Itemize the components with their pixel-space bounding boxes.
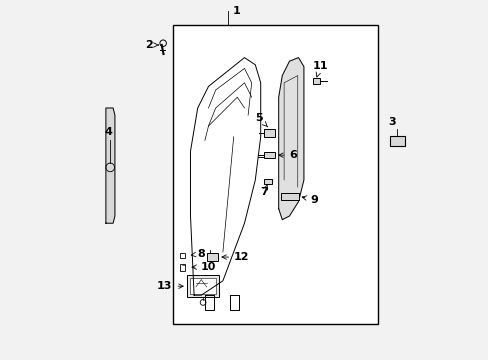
Text: 2: 2 bbox=[144, 40, 158, 50]
Bar bbox=[280, 193, 298, 200]
Polygon shape bbox=[106, 108, 115, 223]
Text: 7: 7 bbox=[260, 184, 267, 197]
Text: 8: 8 bbox=[191, 249, 205, 259]
Bar bbox=[206, 253, 218, 261]
Bar bbox=[312, 78, 320, 84]
Text: 10: 10 bbox=[192, 262, 216, 272]
Bar bbox=[172, 25, 377, 324]
Text: 5: 5 bbox=[255, 113, 267, 127]
Text: 12: 12 bbox=[222, 252, 249, 262]
Text: 11: 11 bbox=[312, 61, 328, 77]
Text: 13: 13 bbox=[157, 281, 183, 291]
Bar bbox=[264, 129, 275, 137]
Bar bbox=[264, 152, 275, 158]
Text: 9: 9 bbox=[302, 195, 318, 205]
Bar bbox=[263, 179, 271, 184]
Bar bbox=[389, 136, 404, 146]
Text: 6: 6 bbox=[278, 150, 297, 160]
Text: 4: 4 bbox=[104, 127, 112, 137]
Bar bbox=[180, 264, 185, 271]
Bar bbox=[180, 253, 184, 258]
Polygon shape bbox=[278, 58, 303, 220]
Bar bbox=[189, 278, 216, 294]
Text: 3: 3 bbox=[387, 117, 395, 127]
Bar bbox=[186, 275, 219, 297]
Text: 1: 1 bbox=[232, 6, 240, 16]
